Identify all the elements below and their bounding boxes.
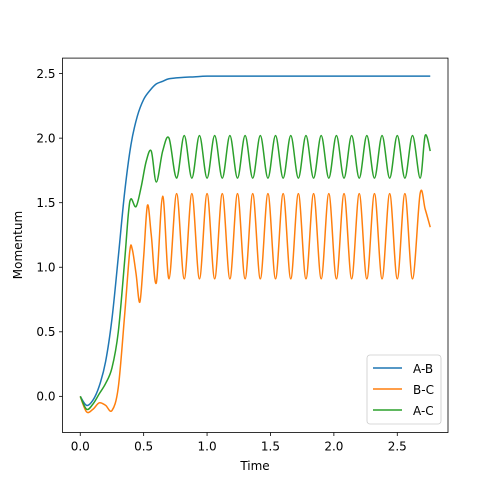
plot-frame [62, 57, 449, 433]
x-tick-label: 1.0 [198, 440, 217, 454]
legend-box [366, 354, 442, 425]
series-line-a-b [79, 75, 431, 407]
y-tick-label: 2.5 [36, 67, 55, 81]
y-tick-label: 1.5 [36, 196, 55, 210]
series-line-b-c [79, 189, 431, 414]
ticks-layer: 0.0 0.5 1.0 1.5 2.0 2.5 0.0 0.5 1.0 1.5 2.0 2.5 [36, 67, 406, 454]
y-tick-label: 2.0 [36, 131, 55, 145]
legend-label-a-c: A-C [413, 404, 434, 418]
x-axis-label: Time [239, 459, 269, 473]
legend-label-a-b: A-B [413, 362, 433, 376]
x-tick-label: 2.0 [324, 440, 343, 454]
y-tick-label: 0.0 [36, 390, 55, 404]
x-tick-label: 2.5 [388, 440, 407, 454]
x-tick-label: 0.5 [134, 440, 153, 454]
y-tick-label: 1.0 [36, 261, 55, 275]
y-axis-label: Momentum [11, 211, 25, 279]
series-line-a-c [79, 134, 431, 411]
x-tick-label: 0.0 [71, 440, 90, 454]
legend: A-B B-C A-C [366, 354, 442, 425]
series-layer [79, 75, 431, 414]
legend-label-b-c: B-C [413, 383, 434, 397]
y-tick-label: 0.5 [36, 325, 55, 339]
x-tick-label: 1.5 [261, 440, 280, 454]
